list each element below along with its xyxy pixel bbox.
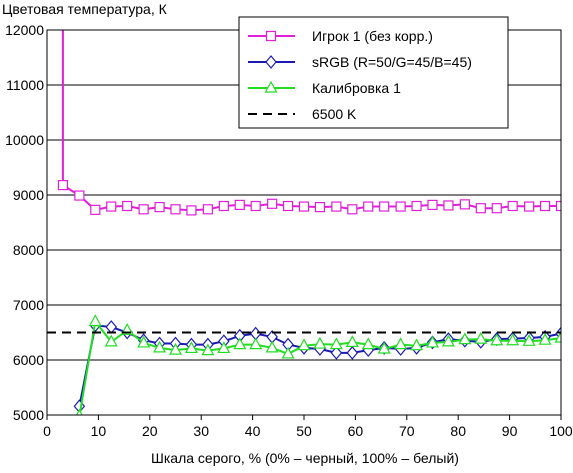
- y-tick-label: 9000: [13, 187, 44, 203]
- series-0-point: [443, 200, 454, 211]
- series-0-point: [507, 200, 518, 212]
- series-0-point: [90, 204, 101, 215]
- series-lines: [47, 30, 561, 415]
- legend-entry-label: Калибровка 1: [312, 80, 401, 96]
- y-tick-label: 7000: [13, 297, 44, 313]
- series-0-point: [363, 201, 374, 212]
- series-2-point: [233, 337, 247, 350]
- x-tick-label: 0: [43, 423, 51, 439]
- series-0-point: [555, 200, 561, 212]
- legend-entry-label: Игрок 1 (без корр.): [312, 28, 433, 44]
- series-0-point: [379, 201, 390, 212]
- series-0-point: [411, 200, 422, 212]
- series-0-point: [475, 203, 486, 214]
- series-2-point: [329, 337, 343, 350]
- x-tick-label: 50: [296, 423, 312, 439]
- series-2-point: [297, 338, 311, 351]
- series-2-point: [474, 331, 488, 344]
- series-2-point: [76, 408, 83, 415]
- series-0-point: [267, 198, 278, 209]
- x-tick-label: 70: [399, 423, 415, 439]
- series-0-point: [395, 201, 406, 212]
- series-2-point: [249, 337, 263, 350]
- series-2-point: [265, 340, 279, 353]
- x-tick-label: 90: [502, 423, 518, 439]
- series-0-point: [186, 205, 197, 216]
- x-tick-label: 10: [91, 423, 107, 439]
- y-tick-label: 12000: [5, 22, 44, 38]
- series-2-point: [410, 338, 424, 351]
- tick-labels: 5000 6000 7000 8000 9000 10000 11000 12000 0 10 20…: [5, 22, 573, 439]
- series-0-point: [138, 204, 149, 215]
- series-0-point: [170, 204, 181, 215]
- y-tick-label: 11000: [6, 77, 44, 93]
- series-2-point: [361, 337, 375, 350]
- series-0-point: [122, 200, 133, 212]
- y-tick-label: 5000: [13, 407, 44, 423]
- series-0-point: [539, 200, 551, 212]
- series-0-point: [282, 200, 294, 212]
- series-0-point: [74, 190, 85, 201]
- y-tick-label: 6000: [13, 352, 44, 368]
- series-2-point: [137, 335, 151, 348]
- y-tick-label: 8000: [13, 242, 44, 258]
- series-0-point: [459, 199, 470, 210]
- series-2-point: [201, 343, 215, 356]
- series-2-point: [394, 337, 408, 350]
- series-0-point: [298, 201, 310, 212]
- x-axis-label: Шкала серого, % (0% – черный, 100% – бел…: [151, 450, 459, 466]
- series-2-point: [425, 335, 440, 348]
- series-0-point: [331, 201, 342, 212]
- x-tick-label: 20: [142, 423, 158, 439]
- series-2-point: [506, 333, 520, 346]
- series-2-point: [313, 336, 327, 349]
- x-tick-label: 40: [245, 423, 261, 439]
- legend-swatch-marker: [265, 55, 277, 69]
- series-0-point: [218, 200, 229, 212]
- legend-swatch-marker: [265, 30, 277, 42]
- series-2-point: [522, 334, 536, 346]
- x-tick-label: 30: [193, 423, 209, 439]
- series-2-point: [441, 334, 455, 347]
- series-2-point: [554, 330, 561, 343]
- series-2-point: [217, 341, 231, 354]
- series-0-point: [106, 201, 117, 212]
- series-2-point: [490, 333, 504, 346]
- series-1-point: [346, 345, 359, 360]
- y-tick-label: 10000: [5, 132, 44, 148]
- series-2-point: [153, 340, 167, 353]
- series-0-point: [491, 203, 502, 214]
- series-0-point: [524, 201, 535, 212]
- series-2-point: [88, 314, 102, 327]
- x-tick-label: 60: [348, 423, 364, 439]
- series-1-point: [330, 345, 343, 360]
- series-0-point: [427, 199, 438, 210]
- legend-entry-label: 6500 K: [312, 106, 357, 122]
- series-2-point: [281, 346, 295, 359]
- series-2-point: [345, 335, 359, 347]
- y-axis-label: Цветовая температура, К: [2, 1, 168, 17]
- series-0-point: [250, 200, 261, 212]
- x-tick-label: 80: [450, 423, 466, 439]
- series-2-point: [458, 332, 472, 345]
- legend-swatch-marker: [264, 80, 278, 93]
- series-2-point: [104, 334, 118, 347]
- series-0-point: [347, 204, 358, 215]
- series-0-point: [234, 199, 245, 210]
- series-2-point: [377, 341, 391, 354]
- series-0-point: [57, 180, 69, 191]
- series-2-point: [184, 341, 198, 354]
- series-0-point: [202, 204, 213, 215]
- x-tick-label: 100: [549, 423, 573, 439]
- series-0-point: [314, 202, 326, 213]
- series-2-point: [168, 342, 183, 355]
- legend: Игрок 1 (без корр.) sRGB (R=50/G=45/B=45)…: [238, 16, 509, 129]
- legend-entry-label: sRGB (R=50/G=45/B=45): [312, 54, 472, 70]
- series-2-point: [538, 332, 552, 345]
- series-0-point: [154, 202, 165, 213]
